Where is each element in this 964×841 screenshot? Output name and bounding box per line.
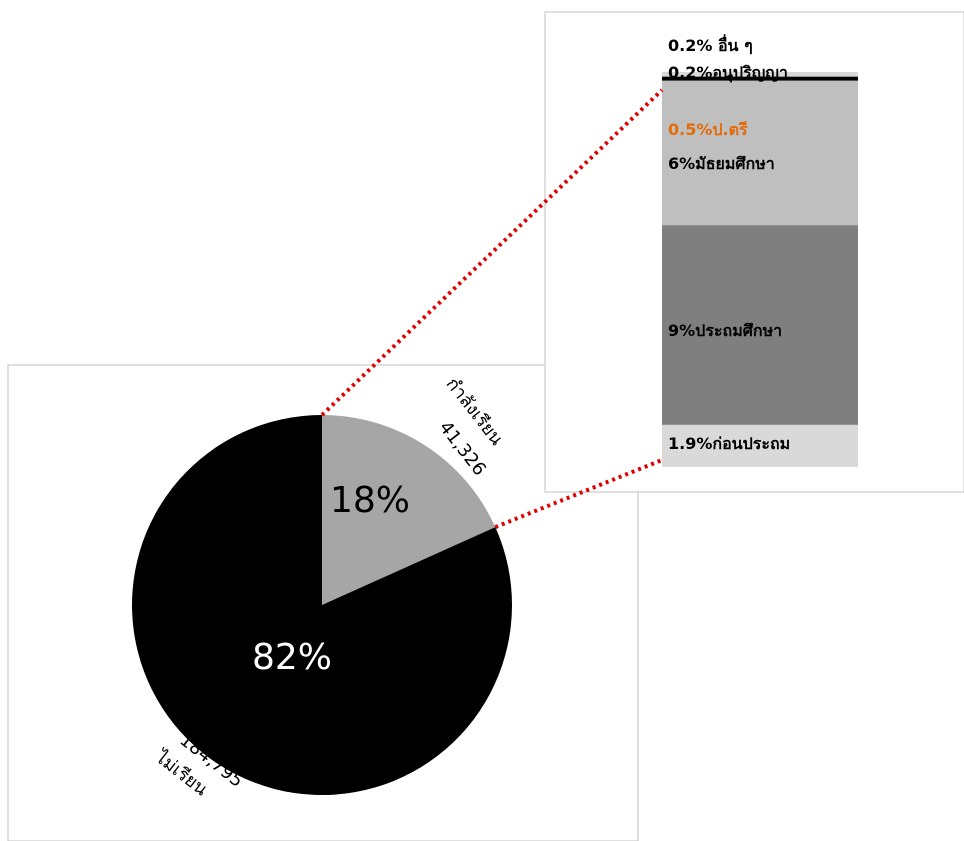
pie-percent-label-1: 82% (252, 637, 332, 678)
bar-segment-label-0: 1.9%ก่อนประถม (668, 434, 790, 453)
pie-slice-0 (322, 415, 496, 605)
bar-segment-2 (662, 91, 858, 226)
pie-slice-1 (132, 415, 512, 795)
pie-chart (132, 415, 512, 795)
bar-segment-0 (662, 424, 858, 467)
bar-segment-label-5: 0.2% อื่น ๆ (668, 34, 753, 55)
connector-line-bottom (494, 458, 663, 529)
pie-percent-label-0: 18% (330, 480, 410, 521)
bar-segment-label-2: 6%มัธยมศึกษา (668, 154, 775, 173)
bar-segment-label-4: 0.2%อนุปริญญา (668, 63, 788, 83)
bar-segment-3 (662, 80, 858, 92)
stacked-bar (662, 72, 858, 467)
bar-segment-5 (662, 72, 858, 77)
bar-segment-label-1: 9%ประถมศึกษา (668, 321, 782, 340)
connector-line-top (320, 88, 664, 417)
bar-segment-label-3: 0.5%ป.ตรี (668, 120, 748, 139)
bar-segment-4 (662, 76, 858, 81)
connector-lines (320, 88, 664, 529)
bar-segment-1 (662, 225, 858, 425)
